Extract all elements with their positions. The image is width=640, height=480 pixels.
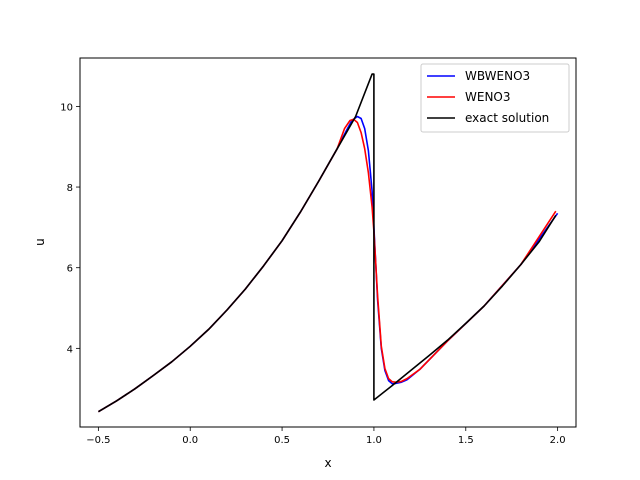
x-tick-label: 1.5 [458, 435, 474, 446]
x-tick-label: −0.5 [86, 435, 110, 446]
y-tick-label: 4 [67, 344, 73, 355]
y-axis-label: u [33, 238, 47, 246]
y-tick-label: 6 [67, 264, 73, 275]
legend-label-0: WBWENO3 [465, 69, 530, 83]
legend-box [420, 63, 570, 133]
legend: WBWENO3 WENO3 exact solution [420, 63, 570, 133]
y-tick-label: 10 [60, 102, 73, 113]
series-line-2 [97, 73, 557, 413]
plot-lines [97, 73, 559, 413]
x-tick-label: 2.0 [550, 435, 566, 446]
y-axis-ticks: 4 6 8 10 [60, 102, 80, 355]
x-tick-label: 0.5 [274, 435, 290, 446]
x-tick-label: 0.0 [182, 435, 198, 446]
axes-frame [79, 57, 577, 428]
x-tick-label: 1.0 [366, 435, 382, 446]
legend-label-1: WENO3 [465, 90, 511, 104]
y-tick-label: 8 [67, 183, 73, 194]
legend-label-2: exact solution [465, 111, 549, 125]
x-axis-ticks: −0.5 0.0 0.5 1.0 1.5 2.0 [86, 427, 566, 446]
x-axis-label: x [324, 456, 331, 470]
